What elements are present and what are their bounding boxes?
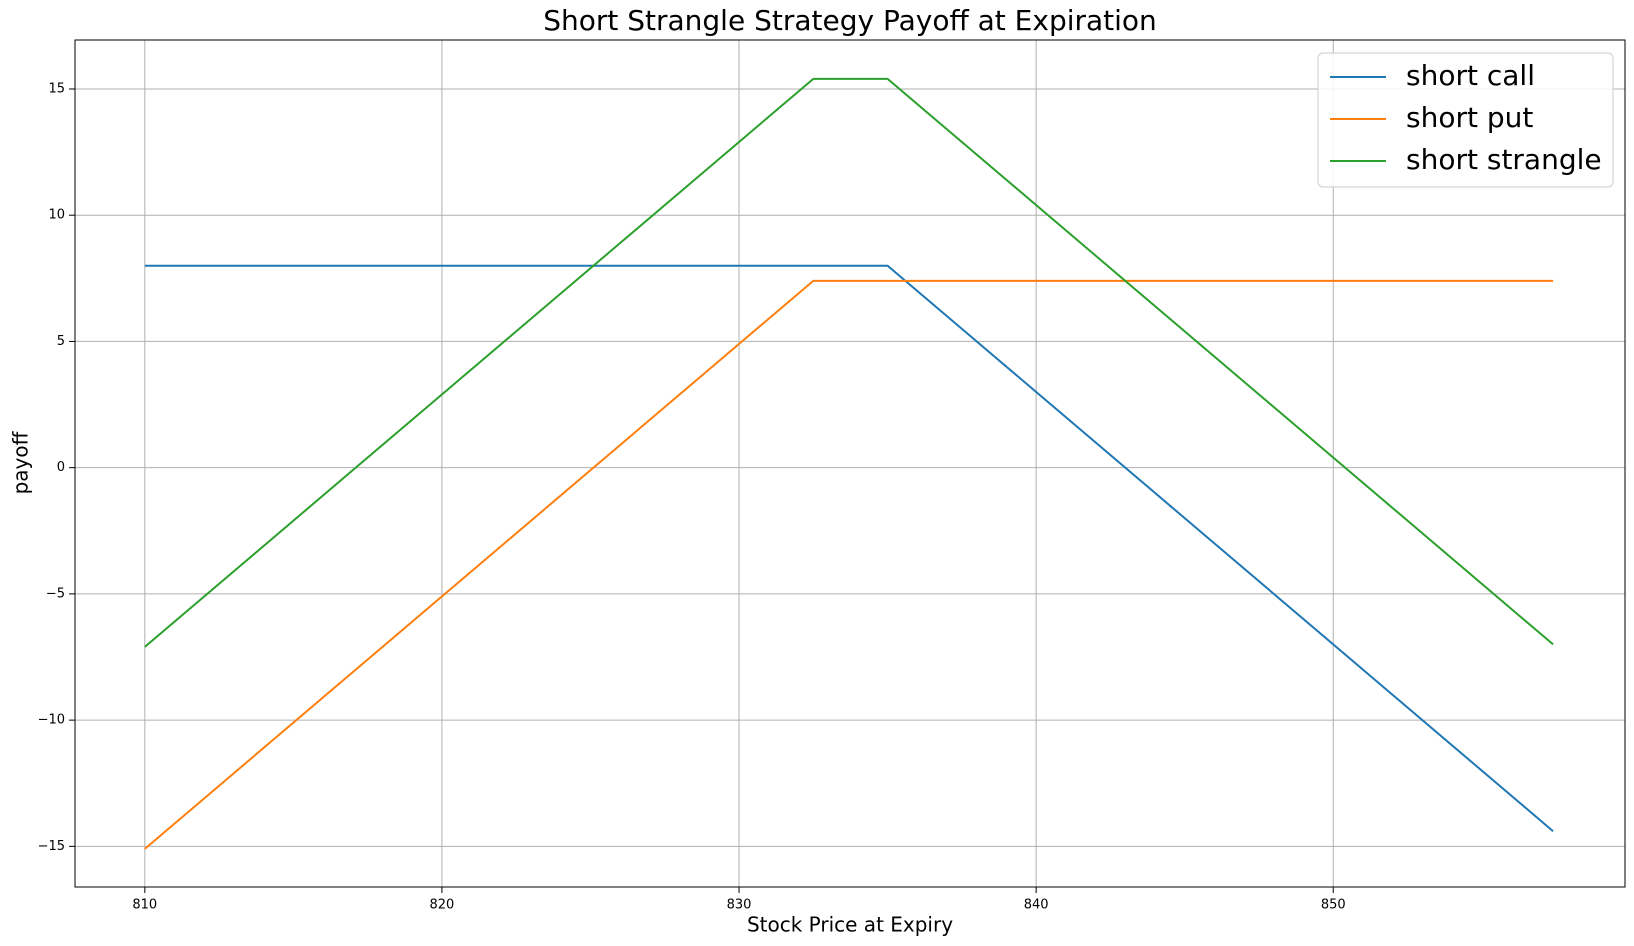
legend-label: short strangle	[1406, 143, 1602, 176]
x-tick-label: 820	[430, 898, 455, 913]
y-axis-label: payoff	[9, 430, 33, 494]
legend-label: short put	[1406, 101, 1533, 134]
x-tick-label: 830	[727, 898, 752, 913]
y-tick-label: −10	[38, 713, 65, 728]
y-tick-label: −15	[38, 839, 65, 854]
x-tick-label: 810	[132, 898, 157, 913]
line-series	[144, 77, 1554, 648]
x-tick-label: 840	[1024, 898, 1049, 913]
y-tick-label: 0	[57, 460, 65, 475]
chart-title: Short Strangle Strategy Payoff at Expira…	[543, 4, 1157, 37]
y-tick-label: 10	[48, 208, 65, 223]
line-series	[144, 264, 1554, 832]
x-tick-label: 850	[1321, 898, 1346, 913]
legend-label: short call	[1406, 59, 1535, 92]
y-tick-label: −5	[46, 586, 65, 601]
plot-frame	[74, 39, 1626, 888]
legend-box	[1317, 52, 1614, 188]
x-axis-label: Stock Price at Expiry	[747, 913, 953, 937]
line-series	[144, 279, 1554, 850]
y-tick-label: 5	[57, 334, 65, 349]
y-tick-label: 15	[48, 81, 65, 96]
